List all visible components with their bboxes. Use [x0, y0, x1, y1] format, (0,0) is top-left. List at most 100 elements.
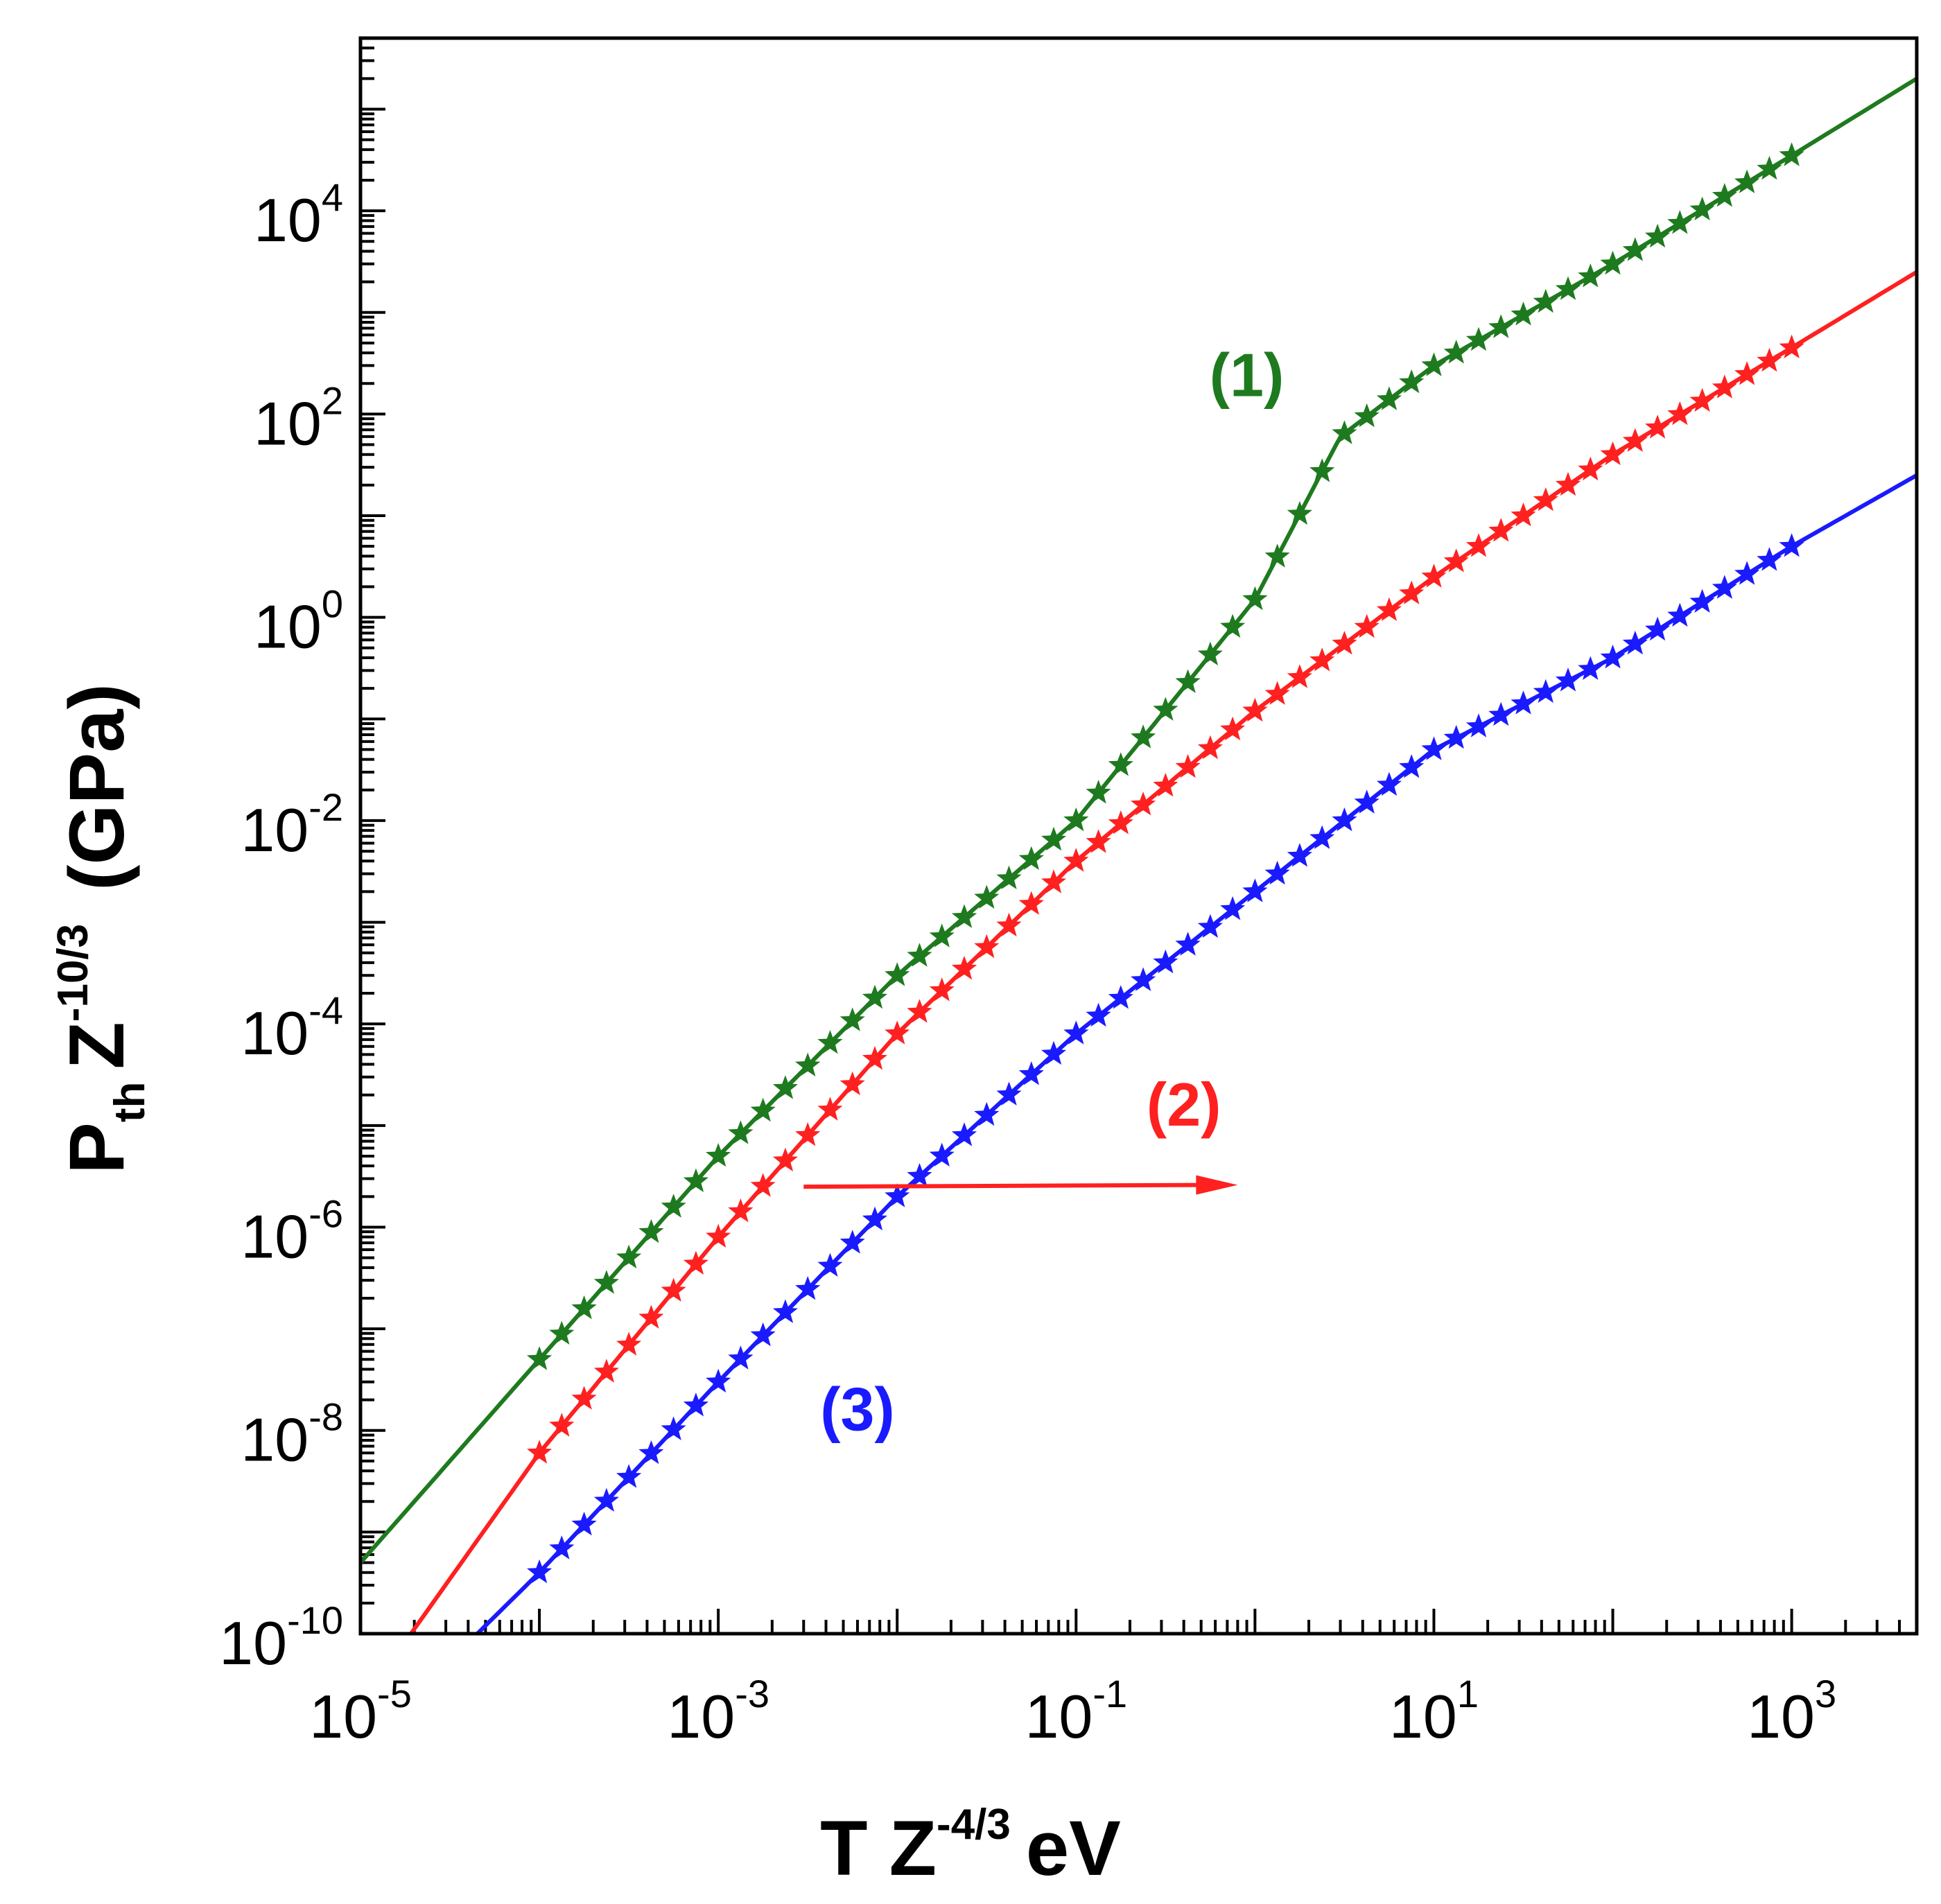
star-marker [1757, 155, 1782, 180]
star-marker [817, 1030, 843, 1054]
star-marker [1332, 420, 1357, 444]
star-marker [750, 1173, 776, 1197]
star-marker [1488, 701, 1514, 726]
star-marker [929, 1142, 955, 1167]
star-marker [683, 1168, 708, 1192]
star-marker [1443, 340, 1469, 364]
star-marker [929, 977, 955, 1002]
star-marker [1555, 667, 1581, 692]
star-marker [571, 1386, 597, 1410]
x-axis-title-sup: -4/3 [937, 1801, 1011, 1849]
star-marker [929, 923, 955, 947]
star-marker [706, 1223, 731, 1248]
star-marker [1153, 697, 1178, 721]
x-tick-label: 101 [1389, 1672, 1479, 1751]
star-marker [571, 1512, 597, 1536]
star-marker [1533, 487, 1558, 512]
star-marker [1689, 588, 1715, 613]
star-marker [1063, 848, 1089, 872]
star-marker [616, 1244, 642, 1268]
star-marker [817, 1097, 843, 1121]
star-marker [862, 1046, 887, 1070]
series-label: (1) [1210, 341, 1285, 410]
star-marker [1578, 263, 1603, 288]
plot-frame [358, 36, 1919, 1636]
star-marker [1488, 518, 1514, 542]
star-marker [616, 1464, 642, 1488]
star-marker [1354, 789, 1379, 814]
star-marker [1242, 878, 1268, 902]
star-marker [1309, 647, 1335, 672]
star-marker [1018, 891, 1044, 915]
star-marker [907, 943, 932, 967]
star-marker [1108, 985, 1133, 1009]
star-marker [1421, 736, 1447, 760]
y-tick-label: 100 [254, 582, 343, 661]
star-marker [706, 1143, 731, 1167]
star-marker [1041, 1040, 1067, 1065]
star-marker [1220, 896, 1246, 920]
series-label: (3) [820, 1375, 895, 1444]
star-marker [1332, 807, 1357, 832]
star-marker [549, 1413, 575, 1437]
star-marker [1063, 807, 1089, 832]
star-marker [616, 1331, 642, 1356]
star-marker [1465, 326, 1491, 351]
star-marker [795, 1052, 821, 1076]
star-marker [1197, 735, 1223, 760]
star-marker [951, 956, 977, 980]
series-label: (2) [1147, 1070, 1221, 1139]
star-marker [1131, 967, 1156, 991]
y-tick-label: 10-10 [219, 1598, 343, 1677]
star-marker [1264, 543, 1290, 568]
y-axis-title-sub: th [106, 1082, 154, 1123]
star-marker [638, 1440, 664, 1465]
star-marker [1622, 237, 1648, 261]
star-marker [1131, 792, 1156, 816]
x-tick-labels: 10-5 10-3 10-1 101 103 [309, 1672, 1836, 1751]
y-tick-label: 10-2 [241, 785, 343, 864]
star-marker [1421, 352, 1447, 376]
star-marker [1443, 548, 1469, 573]
star-marker [1376, 386, 1402, 410]
star-marker [1018, 846, 1044, 871]
x-axis-title-main: T Z [820, 1805, 937, 1892]
star-marker [638, 1304, 664, 1329]
y-tick-labels: 10-10 10-8 10-6 10-4 10-2 100 102 104 [219, 175, 343, 1677]
star-marker [1309, 825, 1335, 849]
star-marker [772, 1147, 798, 1172]
star-marker [1667, 210, 1693, 234]
star-marker [1779, 533, 1804, 557]
x-tick-label: 103 [1747, 1672, 1836, 1751]
star-marker [593, 1487, 619, 1512]
star-marker [661, 1277, 686, 1302]
star-marker [1041, 869, 1067, 893]
star-marker [1667, 401, 1693, 426]
star-marker [549, 1320, 575, 1345]
series-1 [360, 76, 1917, 1564]
star-marker [1220, 716, 1246, 741]
star-marker [527, 1346, 552, 1370]
y-axis-title-z: Z [53, 1022, 140, 1069]
star-marker [974, 934, 1000, 959]
star-marker [1018, 1061, 1044, 1085]
star-marker [683, 1250, 708, 1275]
star-marker [907, 999, 932, 1023]
star-marker [1287, 843, 1312, 867]
star-marker [1533, 288, 1558, 313]
star-marker [1264, 681, 1290, 705]
star-marker [1734, 361, 1760, 385]
star-marker [1622, 428, 1648, 452]
star-marker [839, 1071, 865, 1096]
arrow-head [1196, 1175, 1238, 1195]
star-marker [1734, 169, 1760, 193]
star-marker [1578, 656, 1603, 680]
y-axis-title-main: P [53, 1122, 140, 1174]
star-marker [1086, 780, 1111, 804]
x-tick-label: 10-3 [667, 1672, 769, 1751]
star-marker [1153, 949, 1178, 974]
star-marker [1465, 713, 1491, 737]
star-marker [862, 984, 887, 1009]
star-marker [1108, 752, 1133, 776]
star-marker [1600, 250, 1626, 275]
